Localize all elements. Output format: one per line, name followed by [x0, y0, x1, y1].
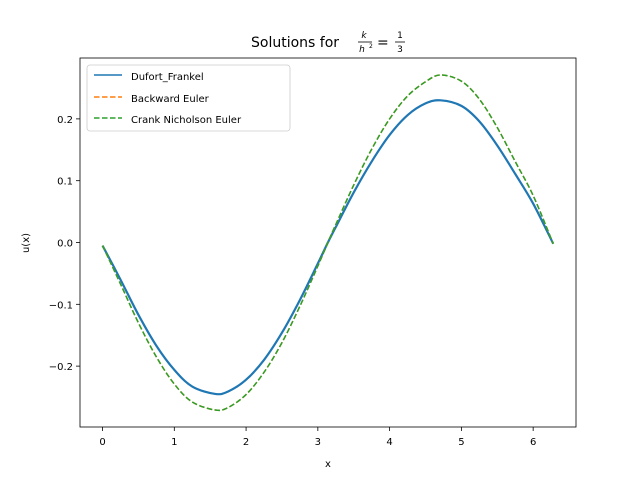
legend: Dufort_Frankel Backward Euler Crank Nich… [86, 64, 291, 132]
title-frac1-den: h [359, 45, 365, 55]
legend-label-dufort-frankel: Dufort_Frankel [131, 72, 204, 83]
title-equals: = [377, 35, 389, 51]
x-tick-label: 1 [171, 437, 177, 448]
chart-title: Solutions for k h 2 = 1 3 [251, 31, 405, 55]
x-axis-label: x [325, 459, 331, 470]
y-tick-label: 0.2 [57, 115, 73, 126]
title-frac2-den: 3 [397, 45, 403, 55]
title-frac2-num: 1 [397, 31, 403, 41]
series-layer [101, 74, 555, 412]
x-tick-label: 5 [458, 437, 464, 448]
y-tick-label: 0.0 [57, 239, 73, 250]
title-prefix: Solutions for [251, 35, 339, 51]
y-tick-label: −0.2 [49, 362, 73, 373]
x-tick-label: 6 [530, 437, 536, 448]
x-tick-label: 2 [243, 437, 249, 448]
title-frac1-num: k [361, 31, 367, 41]
y-tick-label: 0.1 [57, 177, 73, 188]
legend-label-crank-nicholson: Crank Nicholson Euler [131, 115, 242, 126]
x-tick-label: 0 [99, 437, 105, 448]
axes-frame [79, 57, 577, 428]
y-axis-label: u(x) [21, 233, 32, 253]
legend-box [86, 64, 291, 132]
title-frac1-den-exp: 2 [369, 43, 373, 50]
legend-label-backward-euler: Backward Euler [131, 94, 210, 105]
y-tick-label: −0.1 [49, 300, 73, 311]
x-tick-label: 3 [315, 437, 321, 448]
ticks-layer: 0 1 2 3 4 5 6 −0.2 −0.1 0.0 0.1 0.2 [49, 115, 537, 448]
x-tick-label: 4 [386, 437, 392, 448]
series-line-crank-nicholson-euler [101, 74, 554, 412]
